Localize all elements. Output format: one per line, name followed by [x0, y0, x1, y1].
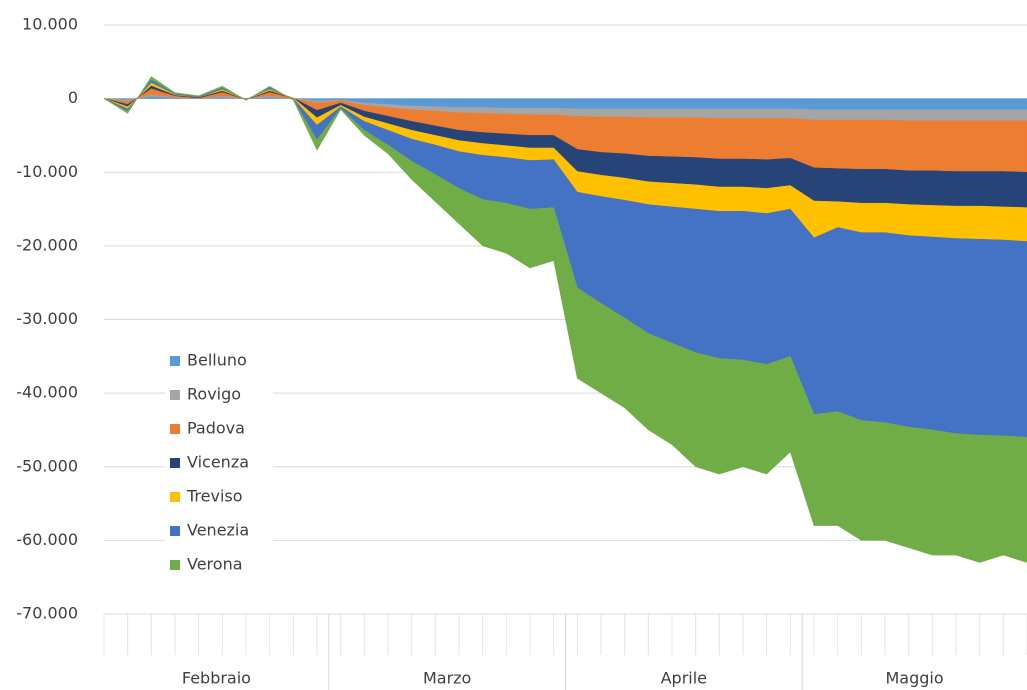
- legend-swatch: [170, 424, 180, 434]
- y-tick-label: -30.000: [16, 309, 78, 328]
- y-tick-label: -20.000: [16, 235, 78, 254]
- x-group-label: Aprile: [661, 669, 707, 688]
- legend-label: Treviso: [186, 487, 243, 506]
- y-tick-label: -70.000: [16, 604, 78, 623]
- legend-label: Verona: [187, 555, 243, 574]
- legend-label: Vicenza: [187, 453, 249, 472]
- area: [103, 76, 1027, 563]
- x-group-label: Marzo: [423, 669, 471, 688]
- legend-swatch: [170, 526, 180, 536]
- legend-label: Venezia: [187, 521, 249, 540]
- legend-swatch: [170, 560, 180, 570]
- legend-label: Rovigo: [187, 385, 241, 404]
- legend-box: [165, 345, 273, 587]
- legend-swatch: [170, 356, 180, 366]
- legend-label: Padova: [187, 419, 245, 438]
- legend-label: Belluno: [187, 351, 247, 370]
- y-tick-label: -10.000: [16, 162, 78, 181]
- y-tick-label: 0: [68, 88, 78, 107]
- x-group-label: Maggio: [886, 669, 944, 688]
- legend-swatch: [170, 492, 180, 502]
- y-tick-label: -40.000: [16, 383, 78, 402]
- legend-swatch: [170, 458, 180, 468]
- x-group-label: Febbraio: [182, 669, 251, 688]
- y-tick-label: -60.000: [16, 530, 78, 549]
- y-tick-label: -50.000: [16, 456, 78, 475]
- legend-swatch: [170, 390, 180, 400]
- y-tick-label: 10.000: [22, 15, 78, 34]
